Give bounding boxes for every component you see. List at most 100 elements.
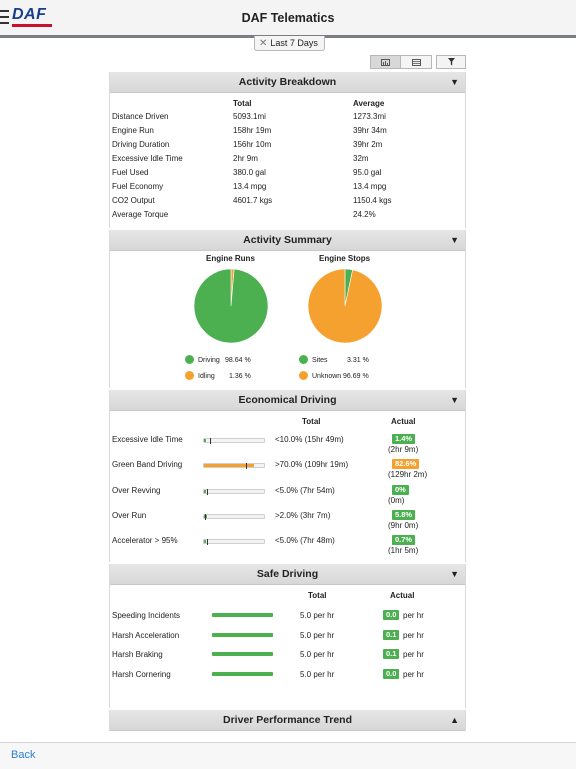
legend-sites-label: Sites [312,357,328,364]
breakdown-row-label: Average Torque [112,210,169,219]
safe-bar-fill [212,632,273,637]
economical-row-actual-sub: (0m) [388,495,405,505]
breakdown-row-average: 24.2% [353,210,376,219]
collapse-caret-icon[interactable]: ▼ [450,235,459,245]
collapse-caret-icon[interactable]: ▼ [450,395,459,405]
safe-actual-badge: 0.0 [383,669,400,680]
col-average-header: Average [353,99,385,108]
clear-filter-icon[interactable]: ✕ [259,38,268,49]
bottom-toolbar: Back [0,742,576,769]
funnel-icon [447,58,455,66]
safe-row-label: Speeding Incidents [112,611,181,620]
pie-slice-unknown [307,268,383,344]
col-total-header: Total [308,591,327,600]
legend-unknown-label: Unknown [312,373,342,380]
driver-performance-header[interactable]: Driver Performance Trend ▲ [110,710,465,731]
actual-badge: 0.7% [392,535,416,546]
economical-row-actual-sub: (129hr 2m) [388,470,428,480]
safe-driving-panel: Safe Driving ▼ Total Actual Speeding Inc… [109,564,466,708]
breakdown-row-average: 1273.3mi [353,112,386,121]
col-total-header: Total [233,99,252,108]
safe-bar-fill [212,613,273,617]
legend-driving-label: Driving [198,357,220,364]
economical-row-label: Green Band Driving [112,460,183,470]
safe-actual-badge: 0.0 [383,610,400,620]
breakdown-row-total: 380.0 gal [233,168,266,177]
breakdown-row-average: 1150.4 kgs [353,196,392,205]
activity-summary-header[interactable]: Activity Summary ▼ [110,230,465,251]
target-marker [205,513,206,520]
target-marker [207,488,208,495]
breakdown-row-average: 32m [353,154,369,163]
economical-row-actual-sub: (1hr 5m) [388,546,419,556]
legend-dot-unknown [299,371,308,380]
driver-performance-panel: Driver Performance Trend ▲ [109,710,466,731]
breakdown-row-average: 39hr 2m [353,140,383,149]
economical-row-actual-sub: (9hr 0m) [388,520,419,530]
target-marker [246,463,247,470]
safe-driving-header[interactable]: Safe Driving ▼ [110,564,465,585]
pie-slice-driving [193,268,269,344]
safe-actual-unit: per hr [403,670,424,680]
safe-row-total: 5.0 per hr [300,650,335,660]
safe-actual-unit: per hr [403,611,424,620]
safe-row-label: Harsh Braking [112,650,163,660]
filter-button[interactable] [436,55,466,69]
economical-row-total: >70.0% (109hr 19m) [275,460,349,470]
breakdown-row-total: 2hr 9m [233,154,258,163]
safe-row-label: Harsh Acceleration [112,630,180,640]
breakdown-row-total: 156hr 10m [233,140,272,149]
breakdown-row-total: 4601.7 kgs [233,196,273,205]
expand-caret-icon[interactable]: ▲ [450,715,459,725]
safe-row-total: 5.0 per hr [300,630,335,640]
col-actual-header: Actual [391,417,416,426]
table-view-button[interactable] [401,55,432,69]
app-title: DAF Telematics [241,11,335,25]
activity-breakdown-title: Activity Breakdown [238,76,337,88]
progress-fill [204,540,206,544]
progress-fill [204,439,206,442]
top-navbar: DAF DAF Telematics [0,0,576,38]
breakdown-row-label: Fuel Used [112,168,149,177]
legend-idling-label: Idling [198,373,215,380]
target-marker [207,539,208,546]
progress-fill [204,464,254,468]
economical-progress-bar [203,488,265,495]
col-actual-header: Actual [390,591,415,600]
breakdown-row-label: Distance Driven [112,112,169,121]
breakdown-row-label: Driving Duration [112,140,170,149]
collapse-caret-icon[interactable]: ▼ [450,569,459,579]
economical-row-total: >2.0% (3hr 7m) [275,510,331,520]
activity-breakdown-header[interactable]: Activity Breakdown ▼ [110,72,465,93]
economical-row-label: Over Run [112,510,147,520]
date-filter-label: Last 7 Days [270,38,318,48]
date-filter-chip[interactable]: ✕ Last 7 Days [254,36,325,51]
actual-badge: 1.4% [392,434,416,444]
collapse-caret-icon[interactable]: ▼ [450,77,459,87]
legend-driving-value: 98.64 % [225,357,251,364]
engine-runs-title: Engine Runs [206,254,255,263]
daf-logo: DAF [12,7,52,27]
economical-row-label: Excessive Idle Time [112,435,183,444]
menu-icon[interactable] [0,10,9,24]
economical-driving-panel: Economical Driving ▼ Total Actual Excess… [109,390,466,562]
chart-view-button[interactable] [370,55,401,69]
chart-view-icon [381,58,390,66]
safe-row-total: 5.0 per hr [300,611,335,620]
economical-row-total: <10.0% (15hr 49m) [275,435,344,444]
economical-progress-bar [203,513,265,520]
economical-driving-header[interactable]: Economical Driving ▼ [110,390,465,411]
safe-bar-fill [212,672,273,677]
legend-sites-value: 3.31 % [347,357,369,364]
economical-row-label: Accelerator > 95% [112,536,178,546]
safe-bar-fill [212,652,273,657]
legend-unknown-value: 96.69 % [343,373,369,380]
driver-performance-title: Driver Performance Trend [223,714,352,726]
breakdown-row-total: 5093.1mi [233,112,266,121]
breakdown-row-total: 13.4 mpg [233,182,267,191]
table-view-icon [411,58,421,66]
back-button[interactable]: Back [11,749,36,761]
legend-idling-value: 1.36 % [229,373,251,380]
breakdown-row-average: 13.4 mpg [353,182,387,191]
safe-actual-unit: per hr [403,650,424,660]
